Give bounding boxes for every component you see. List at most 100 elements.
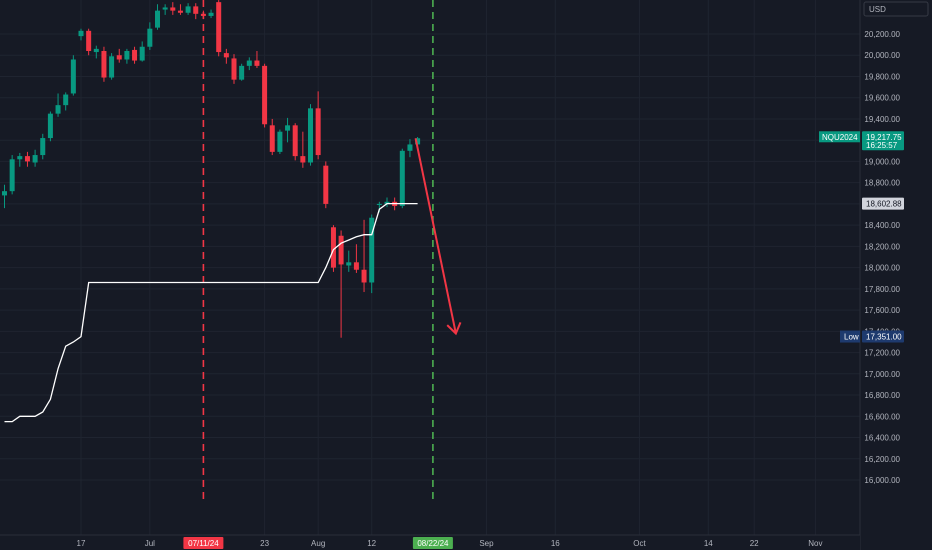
candle-body (170, 7, 176, 11)
price-tick-label: 16,200.00 (864, 455, 900, 464)
candle[interactable] (262, 63, 268, 128)
candle-body (177, 10, 183, 13)
candle[interactable] (147, 22, 153, 50)
currency-button[interactable]: USD (863, 1, 929, 17)
candle[interactable] (239, 63, 245, 81)
candle[interactable] (193, 3, 199, 20)
candle[interactable] (177, 4, 183, 15)
candle-body (124, 50, 130, 60)
candle[interactable] (308, 104, 313, 166)
candle[interactable] (155, 4, 160, 30)
arrow-shaft (414, 138, 457, 334)
candle[interactable] (32, 149, 38, 167)
candle[interactable] (361, 219, 367, 293)
forecast-arrow[interactable] (414, 138, 462, 336)
candle-body (208, 12, 214, 16)
candle-body (155, 10, 160, 28)
candle-body (353, 262, 359, 270)
candle-body (116, 55, 122, 60)
candle[interactable] (24, 151, 30, 167)
candle[interactable] (55, 93, 61, 117)
candle[interactable] (315, 91, 321, 160)
price-tick-label: 17,000.00 (864, 370, 900, 379)
candle[interactable] (323, 161, 329, 209)
candle[interactable] (17, 152, 23, 167)
time-tick-label: Jul (145, 539, 155, 548)
price-tick-label: 19,000.00 (864, 157, 900, 166)
candle-body (277, 131, 283, 152)
candle-body (239, 65, 245, 80)
candle[interactable] (132, 46, 138, 64)
candle[interactable] (338, 230, 344, 338)
price-tick-label: 17,800.00 (864, 285, 900, 294)
candle[interactable] (285, 117, 291, 143)
candle[interactable] (109, 53, 115, 80)
candle-body (40, 138, 46, 156)
candle-body (24, 156, 30, 162)
candle[interactable] (384, 197, 390, 208)
candle-body (200, 13, 206, 16)
candle[interactable] (254, 50, 260, 68)
candle-body (292, 125, 298, 157)
price-tick-label: 18,800.00 (864, 179, 900, 188)
candle[interactable] (330, 225, 336, 272)
candle[interactable] (353, 244, 359, 273)
candle[interactable] (9, 155, 15, 195)
support-line (4, 202, 418, 423)
time-tick-label: 12 (367, 539, 376, 548)
candle[interactable] (124, 48, 130, 64)
candle[interactable] (70, 55, 76, 96)
candle[interactable] (216, 0, 222, 57)
candle-body (132, 49, 138, 61)
candle[interactable] (292, 123, 298, 161)
candle[interactable] (116, 48, 122, 63)
candle[interactable] (399, 148, 405, 209)
time-axis[interactable]: 17 Jul 23 Aug 12 Sep 16 Oct 14 22 Nov 07/11/24 08/22… (77, 537, 823, 549)
candle[interactable] (101, 46, 107, 82)
price-axis-panel (860, 0, 932, 550)
candle[interactable] (78, 28, 84, 41)
candle[interactable] (40, 133, 46, 160)
price-tick-label: 20,000.00 (864, 51, 900, 60)
candlestick-series[interactable] (2, 0, 421, 338)
candle-body (407, 144, 413, 151)
candle[interactable] (369, 214, 375, 294)
candle[interactable] (300, 131, 306, 168)
low-price-bg (862, 330, 904, 343)
candle[interactable] (200, 10, 206, 20)
candle[interactable] (246, 57, 252, 71)
price-tick-label: 19,400.00 (864, 115, 900, 124)
candle-body (330, 227, 336, 268)
time-tick-label: 23 (260, 539, 269, 548)
candle-body (193, 6, 199, 14)
candle-body (300, 156, 306, 163)
candle-body (32, 155, 38, 163)
candle-body (101, 50, 107, 78)
candle[interactable] (223, 48, 229, 64)
candle[interactable] (185, 3, 191, 15)
candle-body (17, 156, 23, 160)
symbol-tag-text: NQU2024 (822, 133, 858, 142)
candle[interactable] (63, 92, 69, 111)
candle[interactable] (269, 118, 275, 156)
candle-body (93, 48, 99, 53)
candle[interactable] (208, 9, 214, 19)
candle[interactable] (170, 2, 176, 15)
candle[interactable] (162, 4, 168, 15)
candle[interactable] (93, 45, 99, 59)
candle[interactable] (277, 129, 283, 154)
candle[interactable] (139, 41, 145, 62)
candle[interactable] (407, 139, 413, 158)
candle-body (2, 191, 7, 196)
candle[interactable] (346, 250, 352, 272)
line-series (4, 202, 418, 423)
candle[interactable] (2, 184, 7, 209)
date-highlight-bg (412, 537, 453, 549)
candle[interactable] (231, 54, 237, 84)
candle[interactable] (47, 111, 53, 142)
candle-body (269, 125, 275, 152)
candle-body (63, 94, 69, 106)
candle[interactable] (86, 28, 92, 56)
